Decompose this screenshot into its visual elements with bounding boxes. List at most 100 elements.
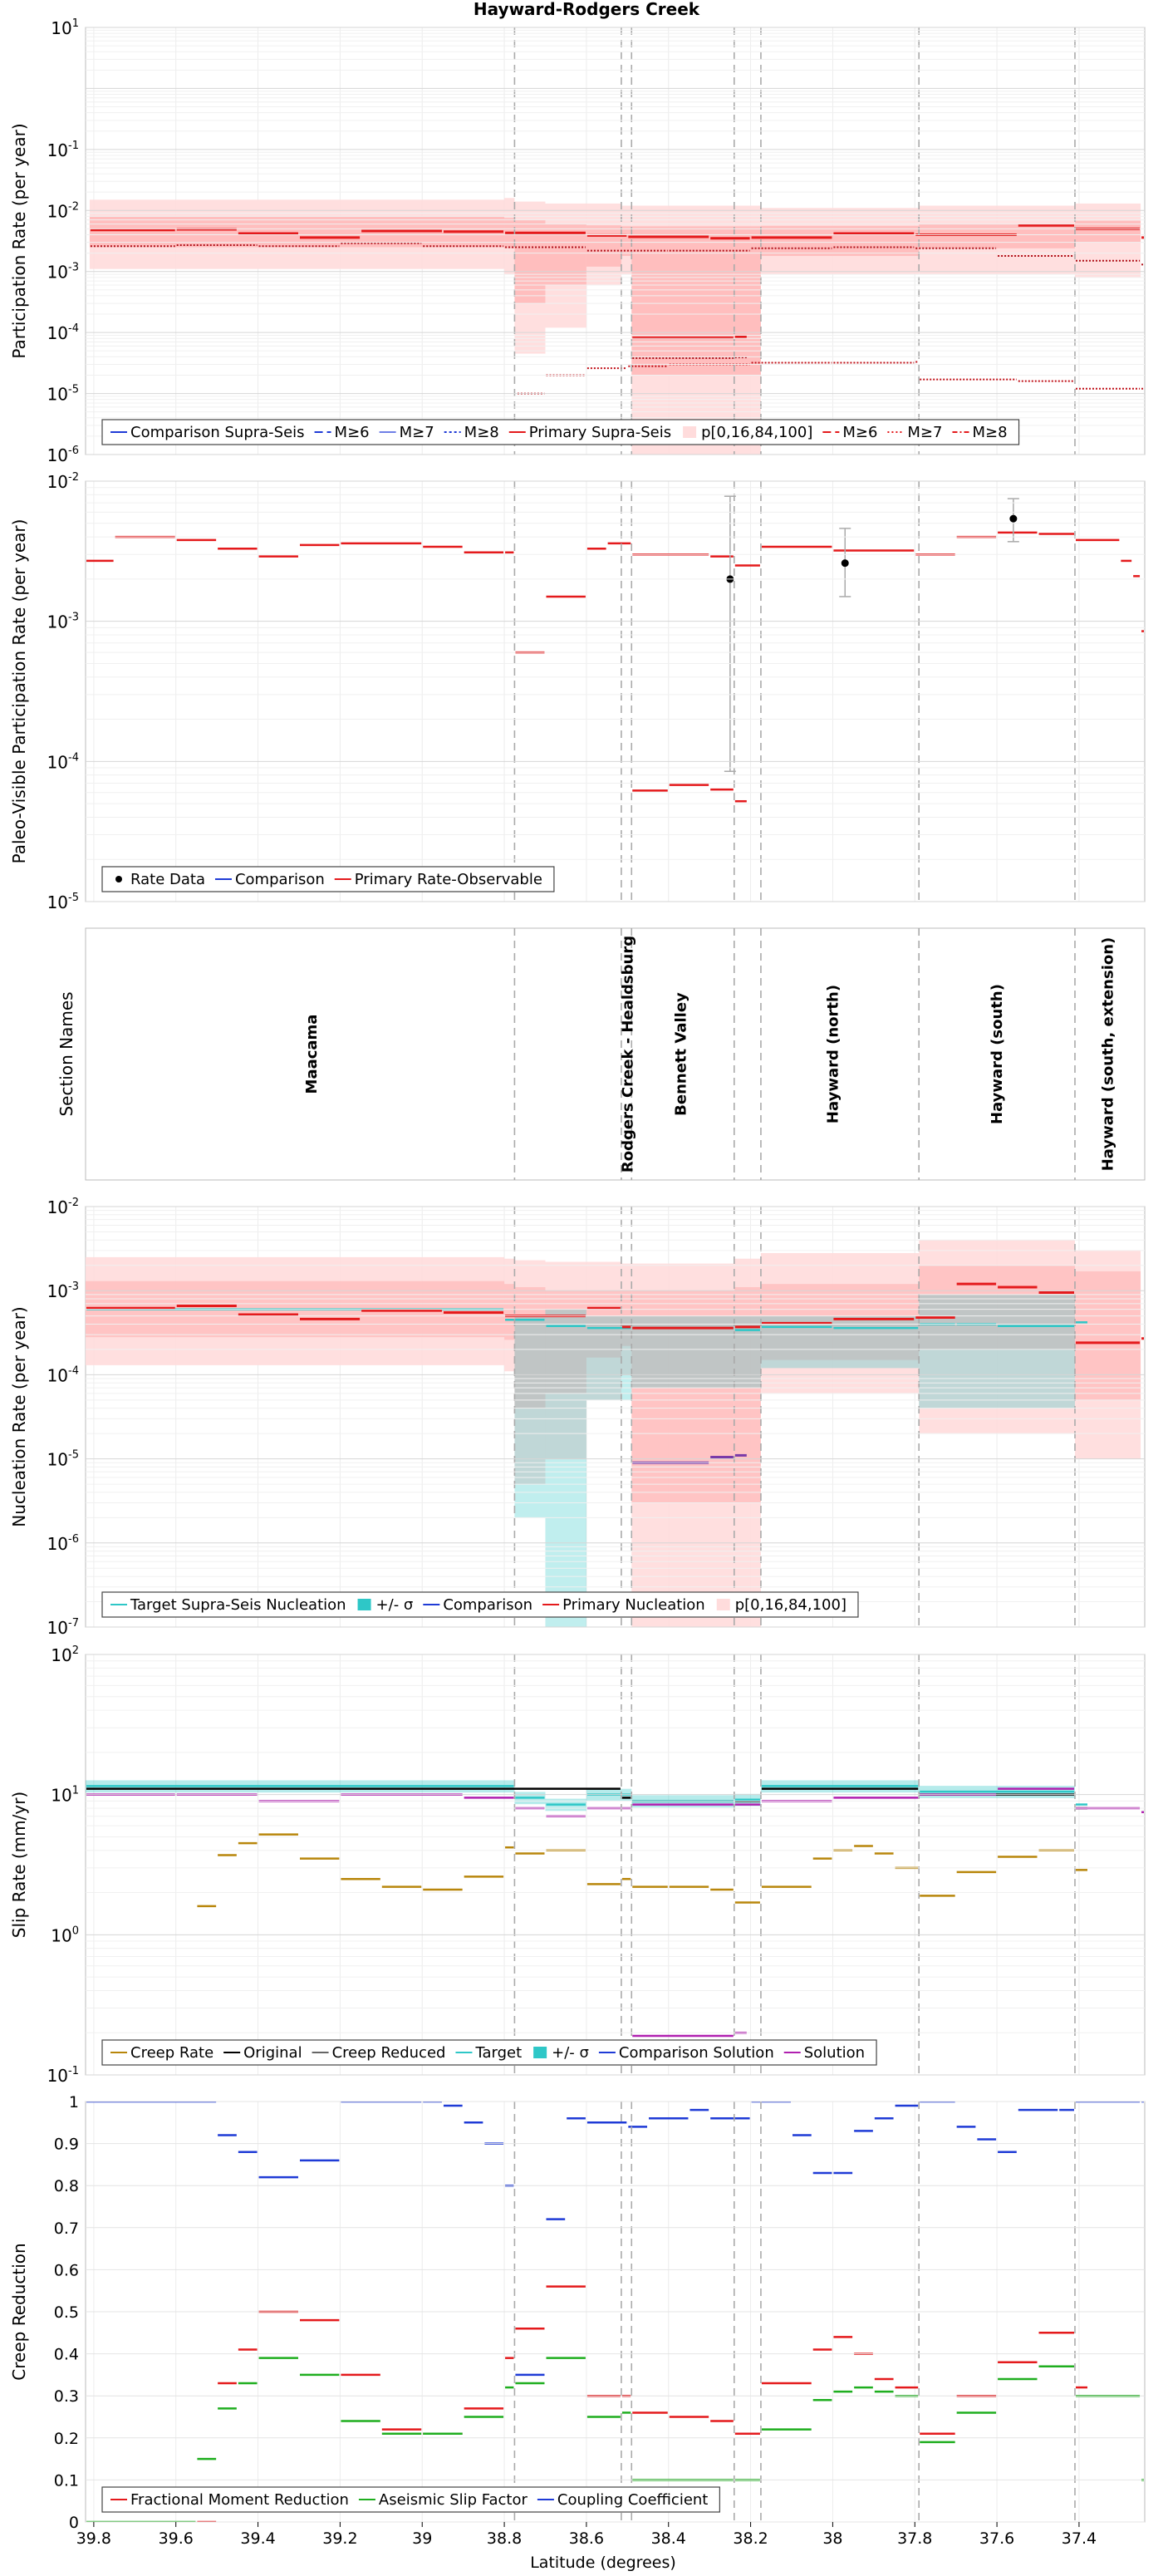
section-name-label: Hayward (north) <box>824 985 842 1123</box>
x-tick-label: 39.2 <box>322 2529 357 2548</box>
x-tick-label: 39.4 <box>240 2529 275 2548</box>
x-axis: 39.8 39.6 39.4 39.2 39 38.8 38.6 38.4 38.2 38 37.8… <box>76 2522 1097 2548</box>
participation-ytick-label: 101 <box>51 17 79 38</box>
nucleation-ylabel: Nucleation Rate (per year) <box>9 1306 29 1526</box>
slip-panel: 10-1 100 101 102 Slip Rate (mm/yr) Creep Rate… <box>9 1644 1146 2086</box>
section-names-frame <box>85 927 1146 1181</box>
nucleation-legend-entry: Target Supra-Seis Nucleation <box>130 1596 346 1614</box>
participation-legend-entry: M≥8 <box>464 424 499 441</box>
participation-ytick-label: 10-4 <box>47 322 79 343</box>
nucleation-ytick-label: 10-3 <box>47 1281 79 1301</box>
slip-legend-entry: Comparison Solution <box>619 2044 774 2062</box>
creep-ytick-label: 0.3 <box>54 2387 79 2406</box>
section-names-panel: Section Names Maacama Rodgers Creek - Heal… <box>56 927 1146 1181</box>
creep-ytick-label: 0.1 <box>54 2471 79 2490</box>
nucleation-ytick-label: 10-2 <box>47 1197 79 1217</box>
slip-legend-entry: Original <box>243 2044 302 2062</box>
creep-ytick-label: 0.8 <box>54 2177 79 2195</box>
creep-legend-entry: Fractional Moment Reduction <box>130 2491 349 2509</box>
nucleation-sigma-band <box>760 1315 920 1369</box>
slip-legend-entry: Target <box>474 2044 522 2062</box>
x-axis-label: Latitude (degrees) <box>530 2554 676 2572</box>
section-name-label: Bennett Valley <box>673 992 690 1116</box>
participation-band-inner <box>734 226 761 376</box>
nucleation-sigma-band <box>586 1315 632 1400</box>
slip-ylabel: Slip Rate (mm/yr) <box>9 1792 29 1938</box>
panels: 10-6 10-5 10-4 10-3 10-2 10-1 101 Participation… <box>9 17 1146 2532</box>
participation-band-inner <box>586 225 621 267</box>
slip-ytick-label: 101 <box>51 1785 79 1806</box>
paleo-legend-entry: Primary Rate-Observable <box>355 871 542 888</box>
slip-legend-entry: Solution <box>804 2044 865 2062</box>
paleo-frame <box>85 480 1146 902</box>
slip-ytick-label: 102 <box>51 1644 79 1665</box>
creep-ytick-label: 0.5 <box>54 2303 79 2322</box>
creep-ytick-label: 0.9 <box>54 2136 79 2154</box>
nucleation-plot-area <box>86 1207 1144 1627</box>
participation-band-inner <box>631 226 734 376</box>
paleo-legend-swatch <box>115 876 122 882</box>
nucleation-legend-swatch <box>716 1599 730 1610</box>
participation-legend-entry: p[0,16,84,100] <box>701 424 812 441</box>
nucleation-ytick-label: 10-4 <box>47 1364 79 1385</box>
nucleation-legend-entry: p[0,16,84,100] <box>735 1596 846 1614</box>
nucleation-legend-entry: Comparison <box>443 1596 532 1614</box>
creep-ytick-label: 0.7 <box>54 2220 79 2238</box>
section-name-label: Maacama <box>303 1015 321 1094</box>
creep-ytick-label: 0.6 <box>54 2261 79 2279</box>
slip-ytick-label: 100 <box>51 1925 79 1945</box>
participation-legend-entry: M≥8 <box>972 424 1007 441</box>
slip-legend-entry: Creep Reduced <box>332 2044 446 2062</box>
participation-legend-entry: M≥7 <box>907 424 942 441</box>
paleo-ytick-label: 10-5 <box>47 892 79 912</box>
x-tick-label: 38.6 <box>569 2529 604 2548</box>
x-tick-label: 38 <box>822 2529 842 2548</box>
participation-ytick-label: 10-5 <box>47 384 79 405</box>
section-name-label: Rodgers Creek - Healdsburg <box>619 936 636 1172</box>
participation-legend-entry: Comparison Supra-Seis <box>130 424 305 441</box>
nucleation-band-inner <box>760 1284 920 1360</box>
creep-ytick-label: 1 <box>69 2093 79 2111</box>
figure-title: Hayward-Rodgers Creek <box>474 0 700 19</box>
participation-ytick-label: 10-2 <box>47 200 79 221</box>
x-tick-label: 39.8 <box>76 2529 111 2548</box>
participation-band-inner <box>545 224 586 286</box>
nucleation-band-inner <box>621 1290 632 1346</box>
paleo-ytick-label: 10-2 <box>47 471 79 492</box>
x-tick-label: 38.2 <box>733 2529 768 2548</box>
creep-ytick-label: 0.2 <box>54 2430 79 2448</box>
slip-legend-entry: Creep Rate <box>130 2044 213 2062</box>
nucleation-legend <box>101 1591 859 1618</box>
nucleation-sigma-band <box>545 1309 586 1627</box>
nucleation-sigma-band <box>514 1315 546 1518</box>
participation-legend-entry: M≥6 <box>842 424 877 441</box>
participation-legend-entry: M≥6 <box>335 424 370 441</box>
participation-band-inner <box>621 226 632 256</box>
nucleation-legend-entry: +/- σ <box>376 1596 414 1614</box>
x-tick-label: 38.4 <box>651 2529 686 2548</box>
creep-legend-entry: Aseismic Slip Factor <box>379 2491 528 2509</box>
paleo-legend-entry: Comparison <box>235 871 325 888</box>
participation-panel: 10-6 10-5 10-4 10-3 10-2 10-1 101 Participation… <box>9 17 1146 465</box>
x-tick-label: 39 <box>412 2529 432 2548</box>
paleo-ytick-label: 10-3 <box>47 612 79 632</box>
participation-band-inner <box>760 225 920 256</box>
nucleation-band-inner <box>919 1265 1075 1349</box>
section-name-label: Hayward (south, extension) <box>1100 937 1117 1172</box>
x-tick-label: 37.4 <box>1062 2529 1097 2548</box>
slip-legend-swatch <box>533 2047 547 2058</box>
participation-ytick-label: 10-6 <box>47 445 79 465</box>
section-names-ylabel: Section Names <box>56 991 76 1116</box>
paleo-panel: 10-5 10-4 10-3 10-2 Paleo-Visible Participat… <box>9 471 1146 912</box>
creep-legend-entry: Coupling Coefficient <box>557 2491 708 2509</box>
slip-ytick-label: 10-1 <box>47 2065 79 2086</box>
nucleation-ytick-label: 10-6 <box>47 1533 79 1554</box>
creep-ytick-label: 0.4 <box>54 2346 79 2364</box>
creep-panel: 0 0.1 0.2 0.3 0.4 0.5 0.6 0.7 0.8 0.9 1 Creep Reduc… <box>9 2093 1146 2532</box>
nucleation-band-inner <box>545 1290 586 1394</box>
nucleation-ytick-label: 10-7 <box>47 1617 79 1638</box>
x-tick-label: 37.8 <box>897 2529 932 2548</box>
participation-ytick-label: 10-1 <box>47 140 79 160</box>
participation-legend-entry: Primary Supra-Seis <box>529 424 671 441</box>
creep-legend <box>101 2486 720 2513</box>
